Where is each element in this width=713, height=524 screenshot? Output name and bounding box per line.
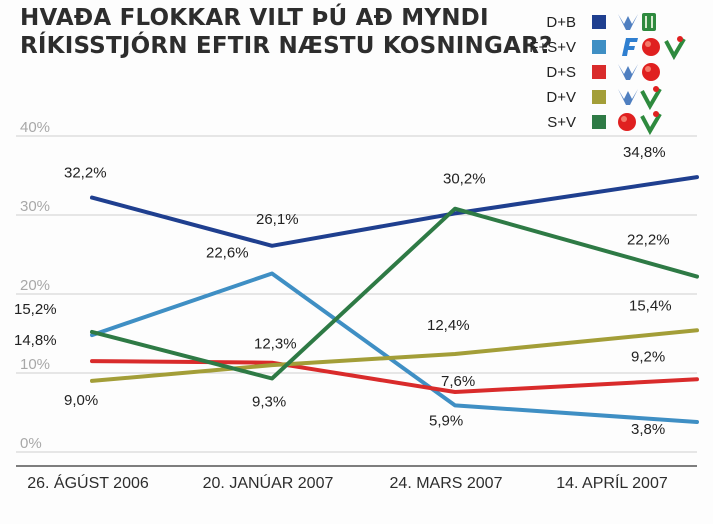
green-leaf-icon — [640, 111, 662, 136]
red-rose-icon-highlight — [621, 116, 627, 122]
series-line-d-v — [90, 328, 699, 383]
data-label: 3,8% — [631, 421, 665, 438]
data-label: 14,8% — [14, 332, 57, 349]
series-line-f-s-v — [90, 271, 699, 424]
f-logo-icon — [622, 38, 638, 56]
red-rose-icon — [642, 38, 660, 56]
series-line-d-s — [90, 359, 699, 394]
legend-swatch — [592, 40, 606, 54]
legend-label: F+S+V — [529, 39, 576, 56]
x-tick-label: 20. JANÚAR 2007 — [203, 473, 334, 492]
data-label: 9,0% — [64, 392, 98, 409]
green-leaf-icon — [664, 36, 686, 61]
data-label: 12,4% — [427, 317, 470, 334]
data-label: 12,3% — [254, 336, 297, 353]
red-rose-icon — [642, 38, 660, 56]
falcon-icon — [618, 64, 638, 80]
data-label: 9,3% — [252, 394, 286, 411]
legend-swatch — [592, 15, 606, 29]
data-label: 32,2% — [64, 165, 107, 182]
green-leaf-icon-berry — [653, 111, 659, 117]
red-rose-icon — [618, 113, 636, 131]
y-tick-label: 10% — [20, 356, 50, 373]
legend-label: D+B — [546, 14, 576, 31]
clover-icon — [642, 13, 656, 31]
data-label: 15,4% — [629, 297, 672, 314]
y-tick-label: 40% — [20, 119, 50, 136]
legend-item: S+V — [547, 111, 662, 136]
green-leaf-icon — [640, 87, 662, 111]
clover-icon-detail — [645, 16, 653, 28]
data-label: 15,2% — [14, 301, 57, 318]
legend-item: D+V — [546, 86, 662, 111]
falcon-icon — [618, 89, 638, 105]
green-leaf-icon — [664, 37, 686, 61]
green-leaf-icon-berry — [653, 86, 659, 92]
data-label: 7,6% — [441, 373, 475, 390]
data-label: 26,1% — [256, 211, 299, 228]
series-line-d-b — [90, 175, 699, 248]
y-tick-label: 0% — [20, 435, 42, 452]
data-label: 5,9% — [429, 412, 463, 429]
falcon-icon — [618, 14, 638, 30]
falcon-icon — [618, 89, 638, 105]
red-rose-icon — [642, 63, 660, 81]
data-label: 30,2% — [443, 170, 486, 187]
legend-item: F+S+V — [529, 36, 686, 61]
data-label: 22,2% — [627, 232, 670, 249]
legend-label: S+V — [547, 114, 576, 131]
red-rose-icon-highlight — [645, 66, 651, 72]
x-tick-label: 24. MARS 2007 — [390, 475, 503, 492]
legend-swatch — [592, 115, 606, 129]
red-rose-icon — [642, 63, 660, 81]
legend-label: D+V — [546, 89, 576, 106]
data-label: 9,2% — [631, 348, 665, 365]
falcon-icon — [618, 64, 638, 80]
data-label: 22,6% — [206, 244, 249, 261]
red-rose-icon — [618, 113, 636, 131]
y-tick-label: 30% — [20, 198, 50, 215]
legend-item: D+S — [546, 63, 660, 81]
chart-title: HVAÐA FLOKKAR VILT ÞÚ AÐ MYNDI RÍKISSTJÓ… — [20, 4, 553, 60]
green-leaf-icon — [640, 86, 662, 111]
series-line-s-v — [90, 206, 699, 381]
legend-label: D+S — [546, 64, 576, 81]
falcon-icon — [618, 14, 638, 30]
legend-swatch — [592, 65, 606, 79]
green-leaf-icon-berry — [677, 36, 683, 42]
clover-icon — [642, 13, 656, 31]
red-rose-icon-highlight — [645, 41, 651, 47]
x-tick-label: 26. ÁGÚST 2006 — [27, 473, 149, 492]
legend-item: D+B — [546, 13, 656, 31]
green-leaf-icon — [640, 112, 662, 136]
data-label: 34,8% — [623, 144, 666, 161]
legend-swatch — [592, 90, 606, 104]
chart-title-line-2: RÍKISSTJÓRN EFTIR NÆSTU KOSNINGAR? — [20, 33, 553, 59]
y-tick-label: 20% — [20, 277, 50, 294]
chart-title-line-1: HVAÐA FLOKKAR VILT ÞÚ AÐ MYNDI — [20, 5, 489, 31]
f-logo-icon — [622, 38, 638, 56]
x-tick-label: 14. APRÍL 2007 — [556, 473, 668, 492]
